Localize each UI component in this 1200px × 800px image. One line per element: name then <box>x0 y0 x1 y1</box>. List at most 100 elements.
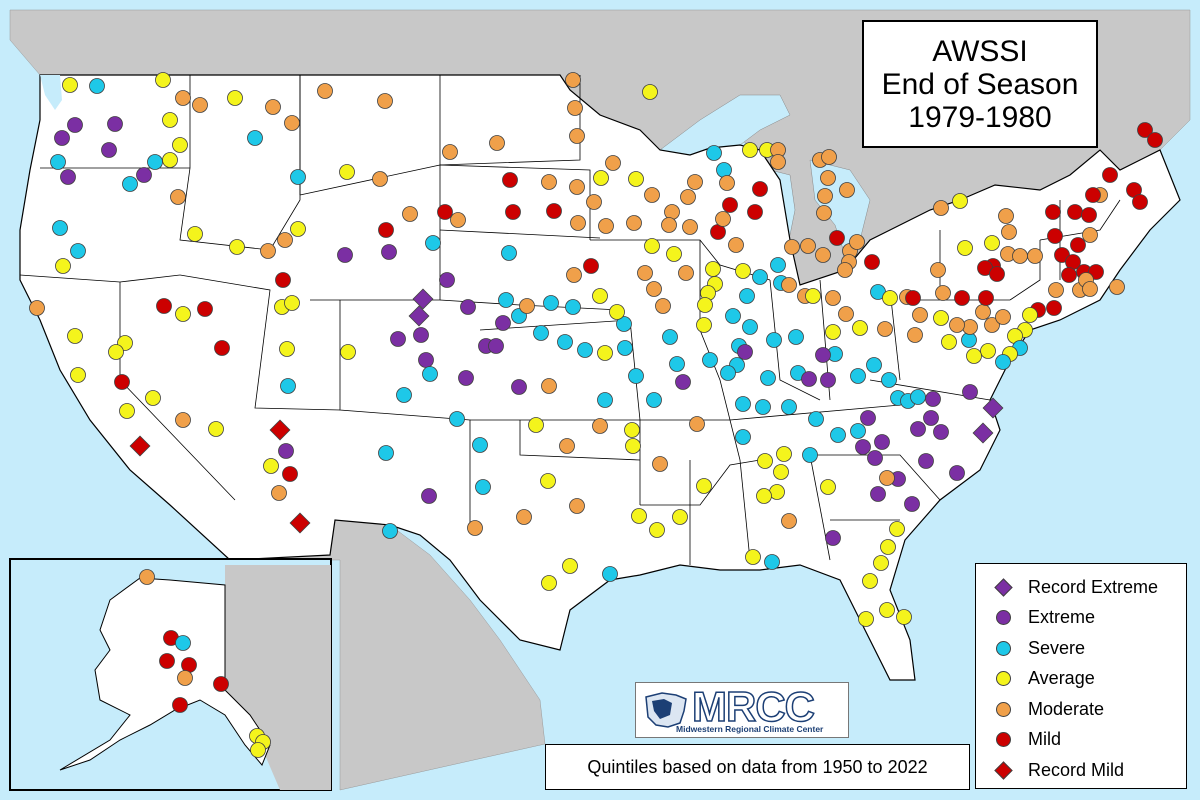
puget-sound <box>40 75 62 110</box>
station-marker <box>862 573 878 589</box>
station-marker <box>250 742 266 758</box>
station-marker <box>450 212 466 228</box>
station-marker <box>498 292 514 308</box>
station-marker <box>192 97 208 113</box>
station-marker <box>739 288 755 304</box>
station-marker <box>528 417 544 433</box>
station-marker <box>378 445 394 461</box>
station-marker <box>1082 281 1098 297</box>
station-marker <box>962 384 978 400</box>
station-marker <box>870 486 886 502</box>
station-marker <box>905 290 921 306</box>
station-marker <box>501 245 517 261</box>
station-marker <box>941 334 957 350</box>
station-marker <box>108 344 124 360</box>
station-marker <box>696 478 712 494</box>
station-marker <box>263 458 279 474</box>
station-marker <box>715 211 731 227</box>
logo-text: MRCC <box>691 683 815 730</box>
station-marker <box>689 416 705 432</box>
station-marker <box>213 676 229 692</box>
station-marker <box>70 367 86 383</box>
station-marker <box>1085 187 1101 203</box>
station-marker <box>290 221 306 237</box>
alaska-canada-land <box>225 565 331 790</box>
station-marker <box>52 220 68 236</box>
station-marker <box>562 558 578 574</box>
station-marker <box>687 174 703 190</box>
station-marker <box>495 315 511 331</box>
station-marker <box>980 343 996 359</box>
legend-label: Severe <box>1028 637 1086 658</box>
station-record-extreme <box>972 422 994 444</box>
station-marker <box>540 473 556 489</box>
legend-circle-icon <box>995 610 1011 626</box>
station-marker <box>155 72 171 88</box>
station-marker <box>271 485 287 501</box>
station-marker <box>642 84 658 100</box>
station-marker <box>1061 267 1077 283</box>
legend-label: Moderate <box>1028 698 1105 719</box>
station-marker <box>829 230 845 246</box>
station-marker <box>277 232 293 248</box>
legend-item-record-extreme: Record Extreme <box>990 572 1186 603</box>
station-marker <box>382 523 398 539</box>
station-marker <box>413 327 429 343</box>
station-marker <box>1082 227 1098 243</box>
station-marker <box>89 78 105 94</box>
station-marker <box>838 306 854 322</box>
station-marker <box>175 412 191 428</box>
station-marker <box>187 226 203 242</box>
station-marker <box>541 575 557 591</box>
station-marker <box>837 262 853 278</box>
station-marker <box>705 261 721 277</box>
legend-circle-icon <box>995 732 1011 748</box>
map-title-box: AWSSI End of Season 1979-1980 <box>862 20 1098 148</box>
footnote-box: Quintiles based on data from 1950 to 202… <box>545 744 970 790</box>
station-marker <box>425 235 441 251</box>
station-marker <box>602 566 618 582</box>
station-marker <box>760 370 776 386</box>
station-marker <box>984 235 1000 251</box>
station-marker <box>637 265 653 281</box>
legend-item-mild: Mild <box>990 725 1186 756</box>
station-marker <box>519 298 535 314</box>
station-marker <box>675 374 691 390</box>
station-marker <box>735 263 751 279</box>
station-marker <box>569 498 585 514</box>
station-marker <box>1067 204 1083 220</box>
legend-label: Mild <box>1028 729 1062 750</box>
station-marker <box>805 288 821 304</box>
station-marker <box>781 277 797 293</box>
station-marker <box>776 446 792 462</box>
station-marker <box>646 392 662 408</box>
station-marker <box>933 310 949 326</box>
title-line-1: AWSSI <box>932 34 1028 68</box>
station-marker <box>815 347 831 363</box>
mrcc-logo: MRCC Midwestern Regional Climate Center <box>635 682 849 738</box>
station-marker <box>1147 132 1163 148</box>
station-marker <box>747 204 763 220</box>
station-marker <box>605 155 621 171</box>
station-marker <box>136 167 152 183</box>
station-marker <box>933 200 949 216</box>
station-marker <box>284 115 300 131</box>
station-marker <box>156 298 172 314</box>
station-marker <box>421 488 437 504</box>
station-marker <box>402 206 418 222</box>
station-marker <box>725 308 741 324</box>
station-marker <box>752 269 768 285</box>
station-marker <box>162 112 178 128</box>
station-marker <box>770 154 786 170</box>
station-marker <box>880 539 896 555</box>
station-marker <box>1109 279 1125 295</box>
station-marker <box>449 411 465 427</box>
station-marker <box>502 172 518 188</box>
legend-item-extreme: Extreme <box>990 603 1186 634</box>
station-marker <box>702 352 718 368</box>
station-marker <box>923 410 939 426</box>
station-marker <box>646 281 662 297</box>
station-marker <box>910 389 926 405</box>
station-marker <box>850 423 866 439</box>
station-marker <box>784 239 800 255</box>
